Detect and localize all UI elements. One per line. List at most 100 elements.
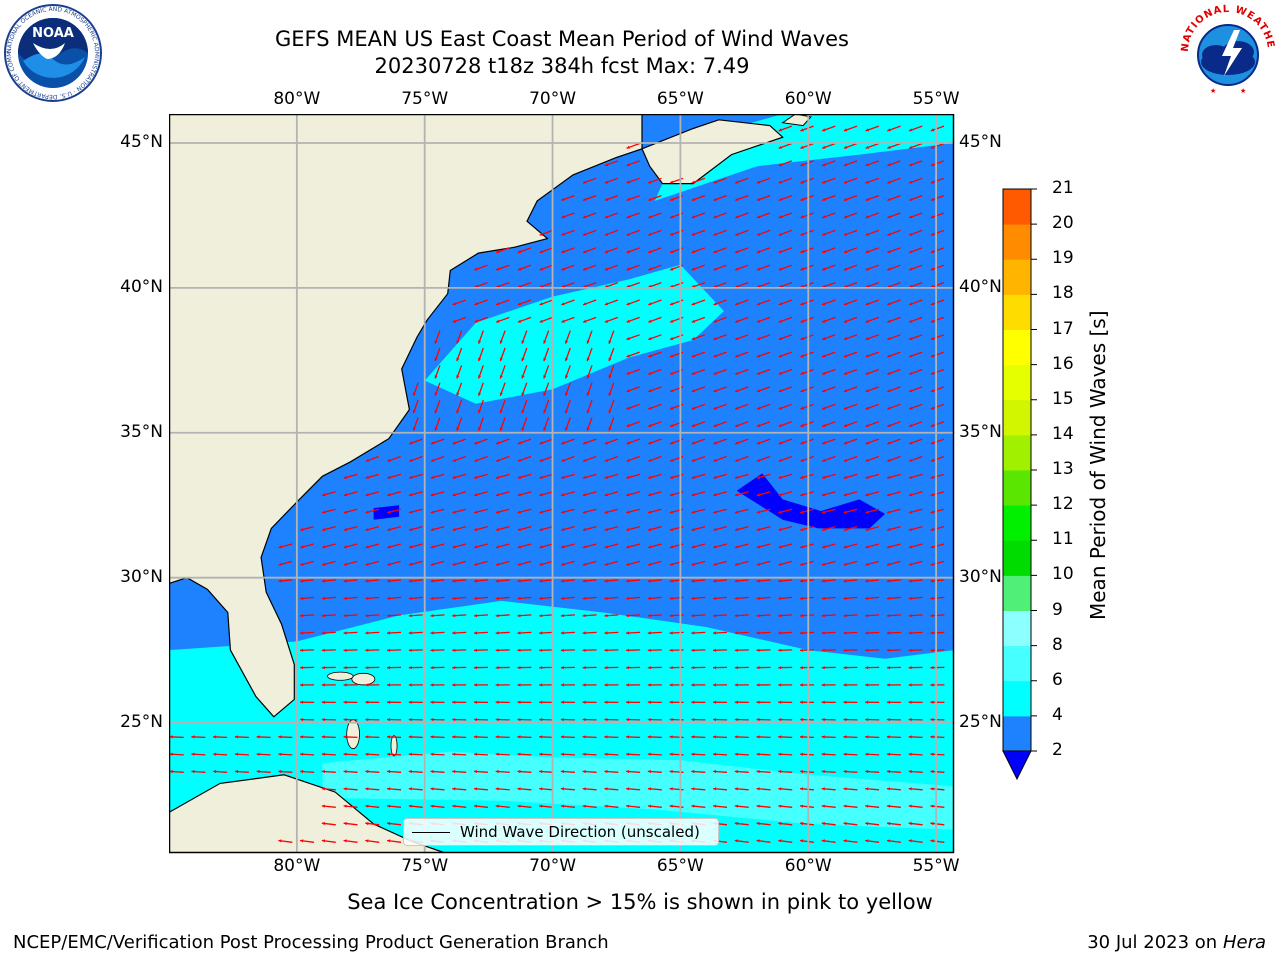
wind-arrow-1008 [604, 804, 619, 808]
wind-arrow-525 [278, 543, 293, 549]
wind-arrow-856 [908, 718, 923, 722]
wind-arrow-290 [586, 382, 593, 397]
wind-arrow-258 [434, 365, 441, 379]
wind-arrow-843 [626, 718, 641, 722]
wind-arrow-423 [647, 473, 662, 479]
lat-tick-left: 25°N [120, 711, 163, 732]
wind-arrow-866 [343, 735, 358, 739]
wind-arrow-114 [821, 247, 836, 254]
wind-arrow-973 [473, 787, 488, 791]
wind-arrow-614 [865, 579, 880, 583]
wind-arrow-476 [539, 508, 554, 514]
wind-arrow-510 [626, 525, 641, 531]
wind-arrow-214 [521, 330, 528, 344]
wind-arrow-851 [799, 718, 815, 722]
wind-arrow-660 [560, 614, 575, 618]
wind-arrow-320 [691, 403, 706, 410]
wind-arrow-796 [908, 683, 923, 687]
wind-arrow-339 [564, 417, 571, 431]
wind-arrow-594 [430, 579, 445, 583]
wind-arrow-827 [930, 700, 945, 704]
wind-arrow-477 [560, 508, 575, 514]
wind-arrow-117 [887, 247, 901, 254]
wind-arrow-354 [887, 421, 901, 428]
wind-arrow-896 [213, 752, 228, 756]
wind-arrow-103 [582, 247, 597, 254]
wind-arrow-697 [712, 631, 728, 635]
wind-arrow-139 [887, 264, 901, 271]
wind-arrow-37 [800, 177, 814, 184]
wind-arrow-801 [365, 700, 380, 704]
wind-arrow-657 [495, 614, 510, 618]
wind-arrow-668 [734, 614, 749, 618]
wind-arrow-659 [539, 614, 554, 618]
wind-arrow-738 [300, 666, 315, 670]
lat-tick-left: 35°N [120, 421, 163, 442]
wind-arrow-325 [800, 403, 814, 410]
wind-arrow-489 [821, 508, 836, 514]
wind-arrow-59 [887, 194, 901, 202]
wind-arrow-552 [865, 543, 880, 549]
wind-arrow-444 [474, 491, 488, 497]
wind-arrow-687 [495, 631, 510, 635]
wind-arrow-234 [434, 347, 441, 362]
wind-arrow-666 [691, 614, 706, 618]
wind-arrow-192 [561, 316, 575, 323]
wind-arrow-750 [560, 666, 575, 670]
wind-arrow-361 [495, 438, 510, 445]
wind-arrow-494 [930, 508, 945, 514]
wind-arrow-960 [821, 769, 836, 774]
noaa-logo-text: NOAA [32, 26, 74, 41]
wind-arrow-216 [564, 330, 571, 344]
wind-arrow-45 [582, 194, 597, 202]
wind-arrow-649 [321, 614, 336, 618]
wind-arrow-455 [713, 491, 727, 497]
wind-arrow-94 [843, 229, 858, 236]
wind-arrow-346 [713, 421, 727, 428]
footer-machine: Hera [1222, 932, 1266, 953]
wind-arrow-13 [865, 142, 880, 149]
wind-arrow-682 [386, 631, 402, 635]
colorbar-segment [1003, 364, 1031, 401]
wind-arrow-644 [865, 596, 880, 600]
wind-arrow-946 [517, 769, 532, 774]
wind-arrow-636 [691, 596, 706, 600]
wind-arrow-701 [799, 631, 815, 635]
wind-arrow-450 [604, 491, 619, 497]
wind-arrow-201 [756, 316, 771, 323]
wind-arrow-1013 [713, 804, 728, 808]
wind-arrow-133 [756, 264, 771, 271]
wind-arrow-599 [539, 579, 554, 583]
wind-arrow-626 [473, 596, 488, 600]
wind-arrow-707 [930, 631, 945, 635]
wind-arrow-1018 [821, 804, 836, 808]
wind-arrow-715 [452, 648, 467, 652]
dark-blue-patch [736, 473, 885, 529]
wind-arrow-979 [604, 787, 619, 791]
wind-arrow-295 [691, 386, 706, 393]
wind-arrow-118 [908, 247, 923, 254]
wind-arrow-88 [713, 229, 727, 236]
wind-arrow-985 [734, 787, 749, 791]
wind-arrow-50 [691, 194, 706, 202]
wind-arrow-702 [821, 631, 836, 635]
wind-arrow-887 [799, 735, 815, 739]
wind-arrow-322 [734, 403, 749, 410]
wind-arrow-728 [734, 648, 749, 652]
wind-arrow-124 [561, 264, 575, 271]
wind-arrow-719 [539, 648, 554, 652]
colorbar-label: Mean Period of Wind Waves [s] [1086, 310, 1110, 620]
wind-arrow-824 [865, 700, 880, 704]
wind-arrow-894 [169, 752, 184, 756]
colorbar-tick: 13 [1052, 459, 1074, 479]
lat-tick-left: 40°N [120, 276, 163, 297]
wind-arrow-848 [734, 718, 749, 722]
wind-arrow-79 [930, 212, 945, 219]
wind-arrow-108 [691, 247, 706, 254]
wind-arrow-995 [321, 804, 336, 808]
wind-arrow-575 [691, 560, 706, 566]
wind-arrow-292 [626, 386, 640, 393]
wind-arrow-722 [604, 648, 619, 652]
wind-arrow-63 [582, 212, 597, 219]
wind-arrow-696 [691, 631, 706, 635]
